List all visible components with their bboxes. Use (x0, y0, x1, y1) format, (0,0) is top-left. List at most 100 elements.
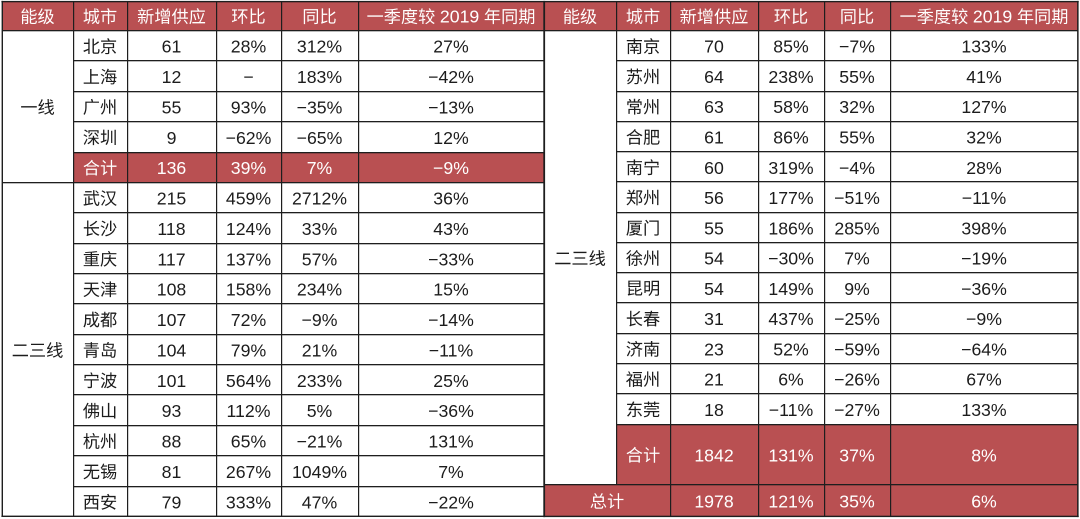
svg-text:79%: 79% (231, 340, 267, 360)
svg-text:−7%: −7% (839, 37, 875, 57)
svg-text:−21%: −21% (297, 432, 343, 452)
svg-text:2712%: 2712% (292, 189, 347, 209)
svg-text:54: 54 (704, 249, 724, 269)
svg-text:131%: 131% (428, 432, 474, 452)
svg-text:−36%: −36% (961, 279, 1007, 299)
svg-text:52%: 52% (773, 339, 809, 359)
svg-text:107: 107 (157, 310, 187, 330)
svg-text:131%: 131% (768, 445, 814, 465)
svg-text:−65%: −65% (297, 128, 343, 148)
svg-text:312%: 312% (297, 37, 343, 57)
svg-text:149%: 149% (768, 279, 814, 299)
svg-text:183%: 183% (297, 67, 343, 87)
svg-text:−11%: −11% (429, 340, 474, 360)
svg-text:186%: 186% (768, 218, 814, 238)
svg-text:127%: 127% (961, 97, 1007, 117)
svg-text:−30%: −30% (768, 249, 814, 269)
svg-text:7%: 7% (844, 249, 870, 269)
svg-text:32%: 32% (839, 97, 875, 117)
svg-text:35%: 35% (839, 492, 875, 512)
svg-text:1842: 1842 (694, 445, 733, 465)
svg-text:118: 118 (157, 219, 185, 239)
svg-text:−9%: −9% (966, 309, 1002, 329)
svg-text:234%: 234% (297, 280, 343, 300)
svg-text:70: 70 (704, 37, 724, 57)
svg-text:−9%: −9% (302, 310, 338, 330)
svg-text:12%: 12% (433, 128, 469, 148)
svg-text:437%: 437% (768, 309, 814, 329)
svg-text:−27%: −27% (834, 400, 880, 420)
svg-text:43%: 43% (433, 219, 469, 239)
svg-text:−36%: −36% (428, 401, 474, 421)
svg-text:−11%: −11% (962, 188, 1007, 208)
svg-text:215: 215 (157, 189, 187, 209)
svg-text:117: 117 (157, 249, 185, 269)
svg-text:39%: 39% (231, 158, 267, 178)
svg-text:8%: 8% (971, 445, 997, 465)
svg-text:2019: 2019 (440, 7, 479, 27)
svg-text:27%: 27% (433, 37, 469, 57)
svg-text:60: 60 (704, 158, 724, 178)
svg-text:81: 81 (162, 462, 182, 482)
svg-text:−13%: −13% (428, 97, 474, 117)
svg-text:112%: 112% (227, 401, 271, 421)
svg-text:233%: 233% (297, 371, 343, 391)
svg-text:67%: 67% (966, 370, 1002, 390)
svg-text:54: 54 (704, 279, 724, 299)
svg-text:61: 61 (704, 127, 724, 147)
svg-text:5%: 5% (307, 401, 333, 421)
svg-text:104: 104 (157, 340, 187, 360)
svg-text:−22%: −22% (428, 492, 474, 512)
svg-text:37%: 37% (839, 445, 875, 465)
svg-text:93: 93 (162, 401, 182, 421)
svg-text:333%: 333% (226, 492, 272, 512)
svg-text:564%: 564% (226, 371, 272, 391)
svg-text:121%: 121% (768, 492, 814, 512)
svg-text:319%: 319% (768, 158, 814, 178)
svg-text:2019: 2019 (973, 7, 1012, 27)
svg-text:55%: 55% (839, 67, 875, 87)
svg-text:267%: 267% (226, 462, 272, 482)
svg-text:65%: 65% (231, 432, 267, 452)
svg-text:55: 55 (162, 97, 182, 117)
svg-text:21: 21 (704, 370, 724, 390)
svg-text:−51%: −51% (834, 188, 880, 208)
svg-text:124%: 124% (226, 219, 272, 239)
svg-text:1049%: 1049% (292, 462, 347, 482)
svg-text:7%: 7% (307, 158, 333, 178)
svg-text:108: 108 (157, 280, 187, 300)
svg-text:57%: 57% (302, 249, 338, 269)
svg-text:−11%: −11% (769, 400, 814, 420)
svg-text:12: 12 (162, 67, 182, 87)
svg-text:56: 56 (704, 188, 724, 208)
svg-text:133%: 133% (961, 37, 1007, 57)
svg-text:18: 18 (704, 400, 724, 420)
svg-text:72%: 72% (231, 310, 267, 330)
svg-text:47%: 47% (302, 492, 338, 512)
svg-text:136: 136 (157, 158, 187, 178)
svg-text:85%: 85% (773, 37, 809, 57)
svg-text:93%: 93% (231, 97, 267, 117)
svg-text:−42%: −42% (428, 67, 474, 87)
svg-text:459%: 459% (226, 189, 272, 209)
svg-text:25%: 25% (433, 371, 469, 391)
svg-text:−25%: −25% (834, 309, 880, 329)
svg-text:−14%: −14% (428, 310, 474, 330)
svg-text:58%: 58% (773, 97, 809, 117)
svg-text:238%: 238% (768, 67, 814, 87)
svg-text:101: 101 (157, 371, 187, 391)
svg-text:9: 9 (167, 128, 177, 148)
svg-text:−64%: −64% (961, 339, 1007, 359)
svg-text:41%: 41% (966, 67, 1002, 87)
svg-text:36%: 36% (433, 189, 469, 209)
svg-text:−19%: −19% (961, 249, 1007, 269)
svg-text:6%: 6% (778, 370, 804, 390)
svg-text:61: 61 (162, 37, 182, 57)
svg-text:−4%: −4% (839, 158, 875, 178)
svg-text:177%: 177% (768, 188, 814, 208)
svg-text:79: 79 (162, 492, 182, 512)
svg-text:−59%: −59% (834, 339, 880, 359)
svg-text:86%: 86% (773, 127, 809, 147)
svg-text:133%: 133% (961, 400, 1007, 420)
svg-text:33%: 33% (302, 219, 338, 239)
